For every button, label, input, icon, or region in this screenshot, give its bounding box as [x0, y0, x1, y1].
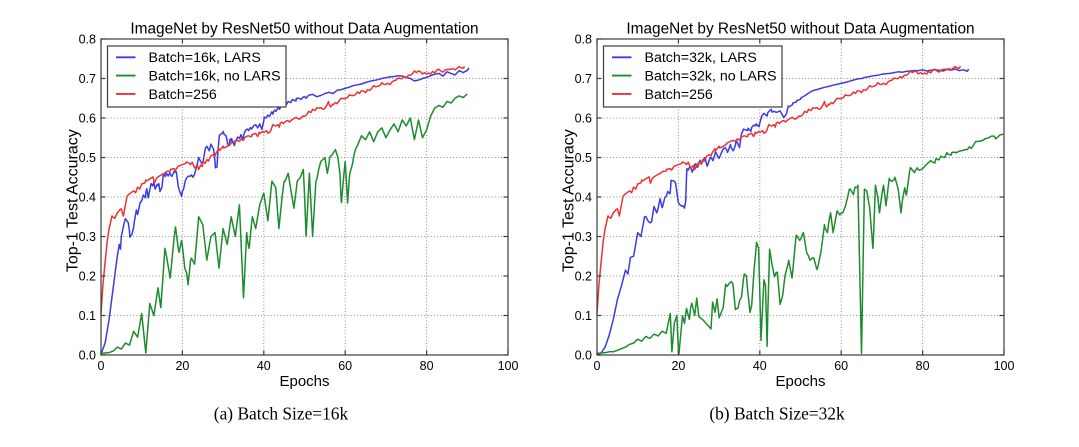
- svg-text:Batch=256: Batch=256: [149, 87, 217, 103]
- svg-text:Batch=16k, no LARS: Batch=16k, no LARS: [149, 69, 281, 85]
- svg-text:Batch=32k, LARS: Batch=32k, LARS: [645, 50, 757, 66]
- svg-text:80: 80: [420, 359, 434, 373]
- svg-text:0.6: 0.6: [575, 111, 592, 125]
- svg-text:40: 40: [753, 359, 767, 373]
- svg-text:0.3: 0.3: [575, 230, 592, 244]
- svg-text:40: 40: [257, 359, 271, 373]
- svg-text:0.0: 0.0: [79, 348, 96, 362]
- svg-text:0.5: 0.5: [79, 151, 96, 165]
- svg-text:Batch=256: Batch=256: [645, 87, 713, 103]
- svg-text:80: 80: [916, 359, 930, 373]
- svg-text:Top-1 Test Accuracy: Top-1 Test Accuracy: [561, 129, 578, 272]
- svg-text:20: 20: [671, 359, 685, 373]
- svg-text:0.3: 0.3: [79, 230, 96, 244]
- svg-text:0: 0: [98, 359, 105, 373]
- svg-text:Epochs: Epochs: [775, 373, 825, 390]
- svg-text:(a) Batch Size=16k: (a) Batch Size=16k: [214, 404, 349, 424]
- svg-text:0.2: 0.2: [575, 269, 592, 283]
- svg-text:60: 60: [338, 359, 352, 373]
- svg-text:0.4: 0.4: [575, 190, 592, 204]
- svg-text:0.6: 0.6: [79, 111, 96, 125]
- svg-text:0.4: 0.4: [79, 190, 96, 204]
- svg-text:Top-1 Test Accuracy: Top-1 Test Accuracy: [65, 129, 82, 272]
- svg-text:0.8: 0.8: [575, 32, 592, 46]
- svg-text:Batch=32k, no LARS: Batch=32k, no LARS: [645, 69, 777, 85]
- svg-text:20: 20: [175, 359, 189, 373]
- svg-text:0.2: 0.2: [79, 269, 96, 283]
- svg-text:0: 0: [594, 359, 601, 373]
- svg-text:0.7: 0.7: [79, 72, 96, 86]
- svg-text:0.7: 0.7: [575, 72, 592, 86]
- svg-text:100: 100: [994, 359, 1015, 373]
- svg-text:0.1: 0.1: [79, 309, 96, 323]
- svg-text:ImageNet by ResNet50 without D: ImageNet by ResNet50 without Data Augmen…: [130, 21, 478, 38]
- svg-text:(b) Batch Size=32k: (b) Batch Size=32k: [709, 404, 845, 424]
- svg-text:0.5: 0.5: [575, 151, 592, 165]
- svg-text:Epochs: Epochs: [279, 373, 329, 390]
- svg-text:ImageNet by ResNet50 without D: ImageNet by ResNet50 without Data Augmen…: [626, 21, 974, 38]
- svg-text:0.1: 0.1: [575, 309, 592, 323]
- svg-text:Batch=16k, LARS: Batch=16k, LARS: [149, 50, 261, 66]
- svg-text:0.8: 0.8: [79, 32, 96, 46]
- svg-text:60: 60: [834, 359, 848, 373]
- svg-text:100: 100: [498, 359, 519, 373]
- svg-text:0.0: 0.0: [575, 348, 592, 362]
